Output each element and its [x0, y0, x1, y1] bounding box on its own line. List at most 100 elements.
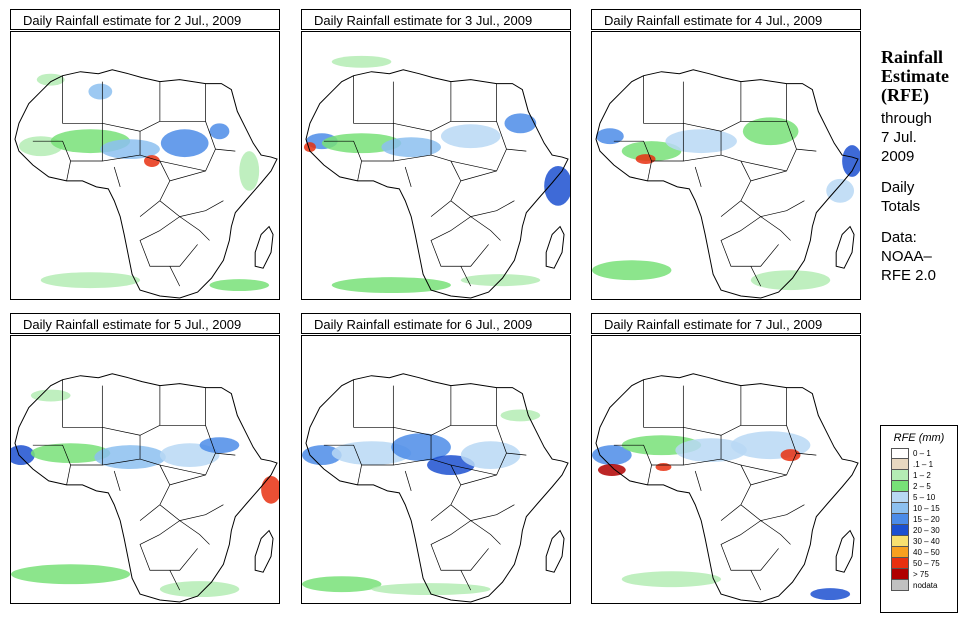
country-border	[450, 160, 497, 172]
rainfall-area	[742, 117, 799, 146]
rainfall-area	[209, 123, 230, 140]
country-border	[393, 81, 452, 132]
legend-item: .1 – 1	[891, 459, 957, 470]
country-border	[740, 484, 805, 521]
legend-label: 50 – 75	[913, 559, 940, 568]
legend-swatch	[891, 448, 909, 459]
rainfall-area	[30, 389, 71, 402]
panel-title: Daily Rainfall estimate for 2 Jul., 2009	[10, 9, 280, 30]
rainfall-area	[675, 438, 747, 463]
country-border	[720, 230, 779, 267]
rainfall-area	[391, 433, 451, 462]
rainfall-area	[842, 145, 860, 177]
africa-coastline	[305, 373, 569, 603]
country-border	[450, 83, 497, 122]
rainfall-area	[371, 583, 491, 596]
rainfall-area	[40, 272, 141, 289]
country-border	[139, 230, 198, 267]
rainfall-area	[302, 576, 382, 593]
country-border	[460, 570, 472, 591]
rainfall-area	[302, 445, 342, 466]
country-border	[169, 266, 181, 287]
legend-swatch	[891, 536, 909, 547]
legend-swatch	[891, 503, 909, 514]
rainfall-map	[10, 335, 280, 604]
rainfall-area	[261, 475, 279, 504]
madagascar-outline	[545, 529, 565, 573]
legend-swatch	[891, 459, 909, 470]
legend-title: RFE (mm)	[893, 432, 945, 444]
rainfall-area	[544, 166, 570, 206]
country-border	[683, 81, 742, 132]
legend-item: 5 – 10	[891, 492, 957, 503]
legend-item: 30 – 40	[891, 536, 957, 547]
sidebar-caption: Rainfall Estimate (RFE) through 7 Jul. 2…	[881, 48, 965, 285]
country-border	[683, 385, 742, 436]
rainfall-panel: Daily Rainfall estimate for 7 Jul., 2009	[591, 313, 861, 604]
sidebar-through-2: 7 Jul.	[881, 129, 917, 146]
rainfall-area	[159, 581, 240, 598]
rainfall-panel: Daily Rainfall estimate for 2 Jul., 2009	[10, 9, 280, 300]
country-border	[139, 534, 198, 571]
rainfall-area	[94, 445, 166, 470]
country-border	[102, 385, 161, 436]
panel-title: Daily Rainfall estimate for 7 Jul., 2009	[591, 313, 861, 334]
sidebar-through-1: through	[881, 110, 932, 127]
country-border	[393, 154, 462, 182]
country-border	[102, 458, 171, 486]
legend-label: 40 – 50	[913, 548, 940, 557]
country-border	[450, 520, 501, 545]
rainfall-area	[504, 113, 537, 134]
country-border	[740, 83, 787, 122]
rainfall-area	[810, 588, 851, 601]
rainfall-panel: Daily Rainfall estimate for 6 Jul., 2009	[301, 313, 571, 604]
country-border	[113, 166, 121, 187]
africa-coastline	[14, 373, 278, 603]
country-border	[102, 154, 171, 182]
rainfall-panel: Daily Rainfall estimate for 3 Jul., 2009	[301, 9, 571, 300]
country-border	[740, 520, 791, 545]
sidebar-heading-1: Rainfall	[881, 47, 944, 67]
rainfall-area	[88, 83, 113, 100]
country-border	[357, 160, 362, 181]
country-border	[683, 154, 752, 182]
country-border	[694, 166, 702, 187]
sidebar-through-3: 2009	[881, 148, 915, 165]
rainfall-area	[321, 133, 402, 154]
country-border	[159, 464, 206, 476]
country-border	[66, 464, 71, 485]
rainfall-area	[592, 260, 672, 281]
legend-swatch	[891, 470, 909, 481]
rainfall-map	[301, 31, 571, 300]
rainfall-area	[621, 571, 722, 588]
country-border	[66, 160, 71, 181]
country-border	[683, 458, 752, 486]
legend-item: 15 – 20	[891, 514, 957, 525]
rainfall-area	[621, 141, 682, 162]
country-border	[113, 470, 121, 491]
country-border	[139, 200, 161, 217]
rainfall-area	[780, 449, 801, 462]
country-border	[430, 230, 489, 267]
madagascar-outline	[835, 225, 855, 269]
rainfall-area	[199, 437, 240, 454]
sidebar-heading-2: Estimate	[881, 66, 949, 86]
legend-swatch	[891, 514, 909, 525]
rainfall-area	[460, 441, 521, 470]
country-border	[740, 464, 787, 476]
madagascar-outline	[254, 225, 274, 269]
country-border	[430, 534, 489, 571]
madagascar-outline	[835, 529, 855, 573]
country-border	[750, 266, 762, 287]
panel-title: Daily Rainfall estimate for 3 Jul., 2009	[301, 9, 571, 30]
rainfall-area	[440, 124, 501, 149]
legend-swatch	[891, 525, 909, 536]
country-border	[450, 484, 515, 521]
sidebar-data-3: RFE 2.0	[881, 267, 937, 284]
country-border	[460, 452, 507, 486]
rainfall-area	[635, 154, 656, 165]
country-border	[740, 160, 787, 172]
africa-coastline	[595, 69, 859, 299]
country-border	[750, 570, 762, 591]
rainfall-area	[239, 151, 260, 191]
